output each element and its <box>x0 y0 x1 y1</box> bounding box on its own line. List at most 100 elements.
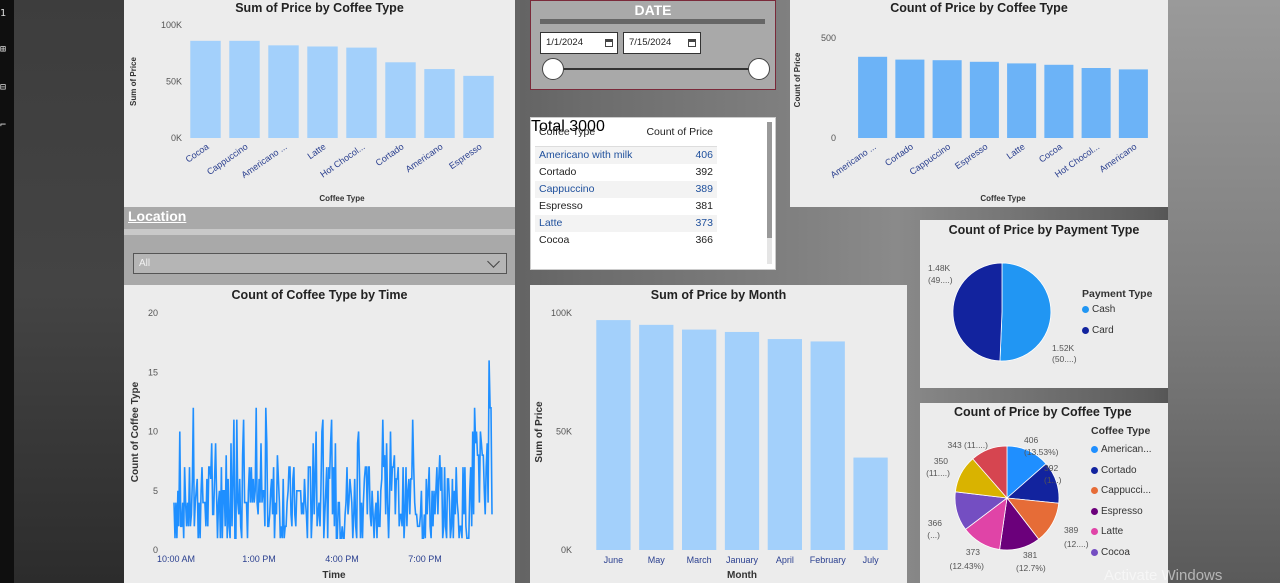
sidebar-glyph-3[interactable]: ⊟ <box>0 82 7 93</box>
calendar-icon[interactable] <box>688 39 696 47</box>
chart-title: Count of Price by Payment Type <box>948 223 1140 237</box>
background-wall <box>14 0 124 583</box>
x-tick-label: January <box>726 555 759 565</box>
x-tick-label: Americano <box>404 141 445 174</box>
bar[interactable] <box>229 40 260 138</box>
sidebar-glyph-2[interactable]: ⊞ <box>0 44 7 55</box>
bar[interactable] <box>1081 68 1111 138</box>
coffee-type-table[interactable]: Coffee Type Count of Price Americano wit… <box>530 117 776 270</box>
data-label: (1...) <box>1044 475 1062 485</box>
y-tick-label: 500 <box>821 33 836 43</box>
windows-activation-watermark: Activate Windows <box>1104 567 1223 583</box>
bar[interactable] <box>858 56 888 138</box>
count-price-by-payment-type-panel[interactable]: Count of Price by Payment Type 1.52K (50.… <box>920 220 1168 388</box>
legend-item[interactable]: Cortado <box>1091 465 1137 476</box>
cell-coffee-type: Americano with milk <box>539 149 633 161</box>
bar[interactable] <box>969 61 999 138</box>
table-header[interactable]: Coffee Type Count of Price <box>535 122 717 147</box>
bar[interactable] <box>853 457 888 550</box>
chart-title: Sum of Price by Month <box>650 288 787 302</box>
bar[interactable] <box>724 331 760 550</box>
sum-price-by-month-panel[interactable]: Sum of Price by Month 0K 50K 100K June May Ma… <box>530 285 907 583</box>
bar[interactable] <box>895 59 925 138</box>
x-tick-label: March <box>687 555 712 565</box>
bar[interactable] <box>463 75 494 138</box>
date-range-track[interactable] <box>551 68 759 70</box>
y-tick-label: 0 <box>153 545 158 555</box>
bar[interactable] <box>346 47 377 138</box>
y-axis-title: Count of Coffee Type <box>130 381 141 482</box>
table-row[interactable]: Espresso 381 <box>535 198 717 215</box>
bar[interactable] <box>596 320 631 550</box>
pie-slice[interactable] <box>972 445 1008 500</box>
bar[interactable] <box>424 69 455 138</box>
date-slicer-divider <box>540 19 765 24</box>
pie-slice[interactable] <box>952 262 1003 362</box>
bar[interactable] <box>190 40 221 138</box>
legend-dot <box>1082 327 1089 334</box>
sidebar-glyph-4[interactable]: ⌐ <box>0 120 7 131</box>
legend-item[interactable]: Espresso <box>1091 506 1143 517</box>
bar[interactable] <box>639 324 674 550</box>
count-coffee-type-by-time-panel[interactable]: Count of Coffee Type by Time 0 5 10 15 20 10:… <box>124 285 515 583</box>
legend-item[interactable]: Cocoa <box>1091 547 1130 558</box>
start-date-input[interactable]: 1/1/2024 <box>540 32 618 54</box>
data-label: 343 (11....) <box>948 440 989 450</box>
bar[interactable] <box>1118 69 1148 138</box>
legend-dot <box>1082 306 1089 313</box>
y-tick-label: 50K <box>556 427 572 437</box>
bar[interactable] <box>810 341 845 550</box>
date-range-end-handle[interactable] <box>748 58 770 80</box>
legend-dot <box>1091 528 1098 535</box>
y-tick-label: 0K <box>561 545 572 555</box>
sum-price-by-coffee-type-panel[interactable]: Sum of Price by Coffee Type 0K 50K 100K Coc… <box>124 0 515 207</box>
bar[interactable] <box>767 339 802 550</box>
legend-item-card[interactable]: Card <box>1082 325 1114 336</box>
location-dropdown[interactable]: All <box>133 253 507 274</box>
bar[interactable] <box>1007 63 1037 138</box>
y-tick-label: 10 <box>148 427 158 437</box>
x-tick-label: Cocoa <box>184 141 211 164</box>
legend-label: Espresso <box>1101 505 1143 517</box>
bar[interactable] <box>385 62 416 138</box>
x-axis-title: Time <box>322 570 346 581</box>
x-tick-label: Cortado <box>374 141 406 168</box>
table-row[interactable]: Cocoa 366 <box>535 232 717 249</box>
column-header-coffee-type[interactable]: Coffee Type <box>539 126 596 138</box>
legend-item-cash[interactable]: Cash <box>1082 304 1115 315</box>
bar[interactable] <box>932 60 962 139</box>
count-price-by-coffee-type-panel[interactable]: Count of Price by Coffee Type 0 500 Americ… <box>790 0 1168 207</box>
table-row[interactable]: Cortado 392 <box>535 164 717 181</box>
chevron-down-icon[interactable] <box>487 255 500 268</box>
table-scrollbar[interactable] <box>767 122 772 264</box>
cell-coffee-type: Espresso <box>539 200 583 212</box>
total-value: 3000 <box>569 118 605 135</box>
table-row[interactable]: Cappuccino 389 <box>535 181 717 198</box>
legend-item[interactable]: Latte <box>1091 526 1123 537</box>
scrollbar-thumb[interactable] <box>767 122 772 238</box>
legend-label: Cash <box>1092 304 1116 315</box>
legend-item[interactable]: American... <box>1091 444 1152 455</box>
count-price-by-coffee-type-pie-panel[interactable]: Count of Price by Coffee Type 406 (13.53%… <box>920 403 1168 583</box>
bar[interactable] <box>682 329 717 550</box>
calendar-icon[interactable] <box>605 39 613 47</box>
table-row[interactable]: Americano with milk 406 <box>535 147 717 164</box>
y-tick-label: 100K <box>551 308 572 318</box>
pie-slice[interactable] <box>999 262 1052 362</box>
cell-count-of-price: 381 <box>695 200 713 212</box>
payment-type-pie-chart: 1.52K(50....) 1.48K (49....) <box>928 262 1077 364</box>
legend-item[interactable]: Cappucci... <box>1091 485 1151 496</box>
column-header-count-of-price[interactable]: Count of Price <box>646 126 713 138</box>
background-right <box>1168 0 1280 583</box>
legend-label: Card <box>1092 325 1114 336</box>
legend-dot <box>1091 446 1098 453</box>
legend-label: American... <box>1101 444 1152 455</box>
date-range-start-handle[interactable] <box>542 58 564 80</box>
bar[interactable] <box>307 46 338 138</box>
end-date-input[interactable]: 7/15/2024 <box>623 32 701 54</box>
sidebar-glyph-1[interactable]: 1 <box>0 8 7 19</box>
table-row[interactable]: Latte 373 <box>535 215 717 232</box>
data-label: 366 <box>928 518 942 528</box>
bar[interactable] <box>1044 64 1074 138</box>
bar[interactable] <box>268 45 299 139</box>
